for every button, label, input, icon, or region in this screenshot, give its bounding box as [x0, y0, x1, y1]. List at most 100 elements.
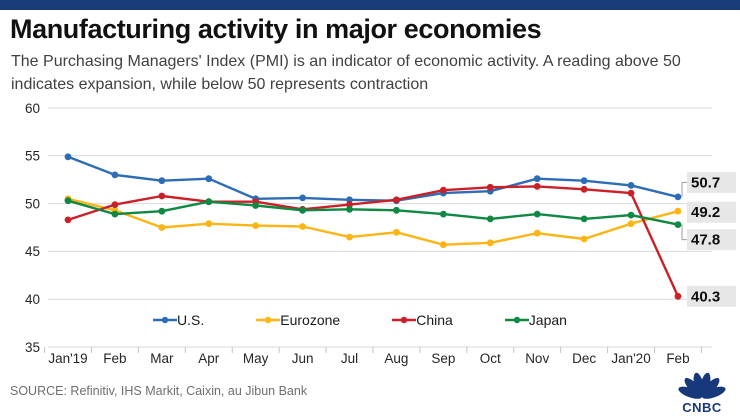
page-title: Manufacturing activity in major economie… [10, 14, 542, 44]
end-label-value: 50.7 [691, 174, 720, 191]
cnbc-wordmark: CNBC [682, 400, 722, 414]
pmi-line-chart: 60 55 50 45 40 35 Jan'19 Feb Mar Apr May Jun Jul Aug S… [0, 95, 740, 375]
series-line-japan [67, 199, 679, 226]
y-axis-tick-label: 60 [25, 101, 40, 116]
data-point [64, 216, 72, 224]
x-axis-tick-label: Apr [198, 351, 220, 366]
data-point [674, 292, 682, 300]
legend-label: U.S. [177, 312, 205, 328]
x-axis-tick-label: Sep [431, 351, 455, 366]
data-point [299, 194, 306, 202]
legend-label: Japan [528, 312, 567, 328]
data-point [627, 189, 635, 197]
end-label-bg [687, 229, 736, 251]
end-label-value: 40.3 [691, 288, 720, 305]
cnbc-peacock-icon: CNBC [678, 372, 726, 415]
x-axis-tick-label: Feb [103, 351, 126, 366]
end-label-value: 47.8 [691, 232, 720, 249]
data-point [205, 220, 213, 228]
data-point [346, 205, 353, 213]
data-point [580, 215, 588, 223]
data-point [486, 215, 494, 223]
x-axis-tick-label: May [243, 351, 269, 366]
data-point [111, 201, 119, 208]
data-point [299, 223, 306, 230]
data-point [64, 153, 72, 161]
legend-item-japan: Japan [504, 312, 567, 328]
x-axis-tick-label: Oct [480, 351, 501, 366]
legend-marker-icon [504, 316, 529, 324]
x-axis-tick-label: Jan'20 [611, 351, 650, 366]
end-label-bg [687, 201, 736, 223]
legend-item-eurozone: Eurozone [256, 312, 340, 328]
legend-label: China [416, 312, 453, 328]
data-point [674, 193, 682, 201]
x-axis-tick-label: Nov [525, 351, 549, 366]
series-line-china [67, 185, 680, 297]
data-point [158, 207, 166, 215]
data-point [627, 182, 635, 189]
end-label-connector [681, 181, 687, 197]
legend-item-us: U.S. [153, 312, 204, 328]
data-point [346, 201, 353, 208]
data-point [111, 171, 119, 179]
series-line-us [67, 155, 679, 202]
chart-legend: U.S. Eurozone China Japan [50, 309, 670, 331]
data-point [158, 192, 166, 200]
data-point [627, 211, 635, 219]
data-point [439, 186, 447, 194]
end-label-bg [687, 171, 736, 193]
data-point [674, 207, 682, 215]
data-point [580, 235, 588, 243]
end-label-bg [687, 285, 736, 307]
y-axis-tick-label: 35 [25, 340, 40, 355]
legend-marker-icon [256, 316, 281, 324]
data-point [533, 229, 541, 237]
data-point [533, 183, 541, 190]
y-axis-tick-label: 55 [25, 149, 40, 164]
series-line-eurozone [67, 197, 679, 246]
y-axis-tick-label: 40 [25, 292, 40, 307]
data-point [439, 210, 447, 218]
legend-marker-icon [153, 316, 178, 324]
legend-item-china: China [392, 312, 453, 328]
legend-marker-icon [392, 316, 417, 324]
data-point [439, 241, 447, 249]
x-axis-tick-label: Feb [666, 351, 689, 366]
x-axis-tick-label: Dec [572, 351, 596, 366]
data-point [533, 175, 541, 183]
x-axis-tick-label: Mar [150, 351, 174, 366]
data-point [252, 202, 260, 209]
data-point [486, 239, 494, 247]
cnbc-logo: CNBC [669, 370, 735, 415]
end-label-value: 49.2 [691, 204, 720, 221]
data-point [158, 177, 166, 185]
data-point [580, 177, 588, 185]
data-point [299, 206, 306, 214]
x-axis-tick-label: Jul [341, 351, 358, 366]
data-point [533, 210, 541, 218]
data-point [393, 228, 400, 236]
data-point [393, 196, 400, 204]
y-axis-tick-label: 45 [25, 244, 40, 259]
legend-label: Eurozone [280, 312, 341, 328]
chart-canvas: 60 55 50 45 40 35 Jan'19 Feb Mar Apr May Jun Jul Aug S… [25, 101, 736, 366]
data-point [205, 175, 213, 183]
data-point [205, 198, 213, 206]
data-point [111, 210, 119, 218]
top-accent-bar [0, 0, 740, 10]
data-point [158, 224, 166, 231]
data-point [393, 206, 400, 214]
data-point [346, 196, 353, 204]
data-point [627, 220, 635, 228]
x-axis-tick-label: Jun [292, 351, 314, 366]
source-credit: SOURCE: Refinitiv, IHS Markit, Caixin, a… [10, 384, 308, 398]
x-axis-tick-label: Aug [384, 351, 408, 366]
x-axis-tick-label: Jan'19 [48, 351, 87, 366]
chart-subtitle: The Purchasing Managers' Index (PMI) is … [11, 53, 681, 93]
data-point [252, 222, 260, 229]
peacock-feather [701, 386, 726, 399]
data-point [64, 197, 72, 205]
end-label-connector [681, 224, 687, 241]
y-axis-tick-label: 50 [25, 196, 40, 211]
